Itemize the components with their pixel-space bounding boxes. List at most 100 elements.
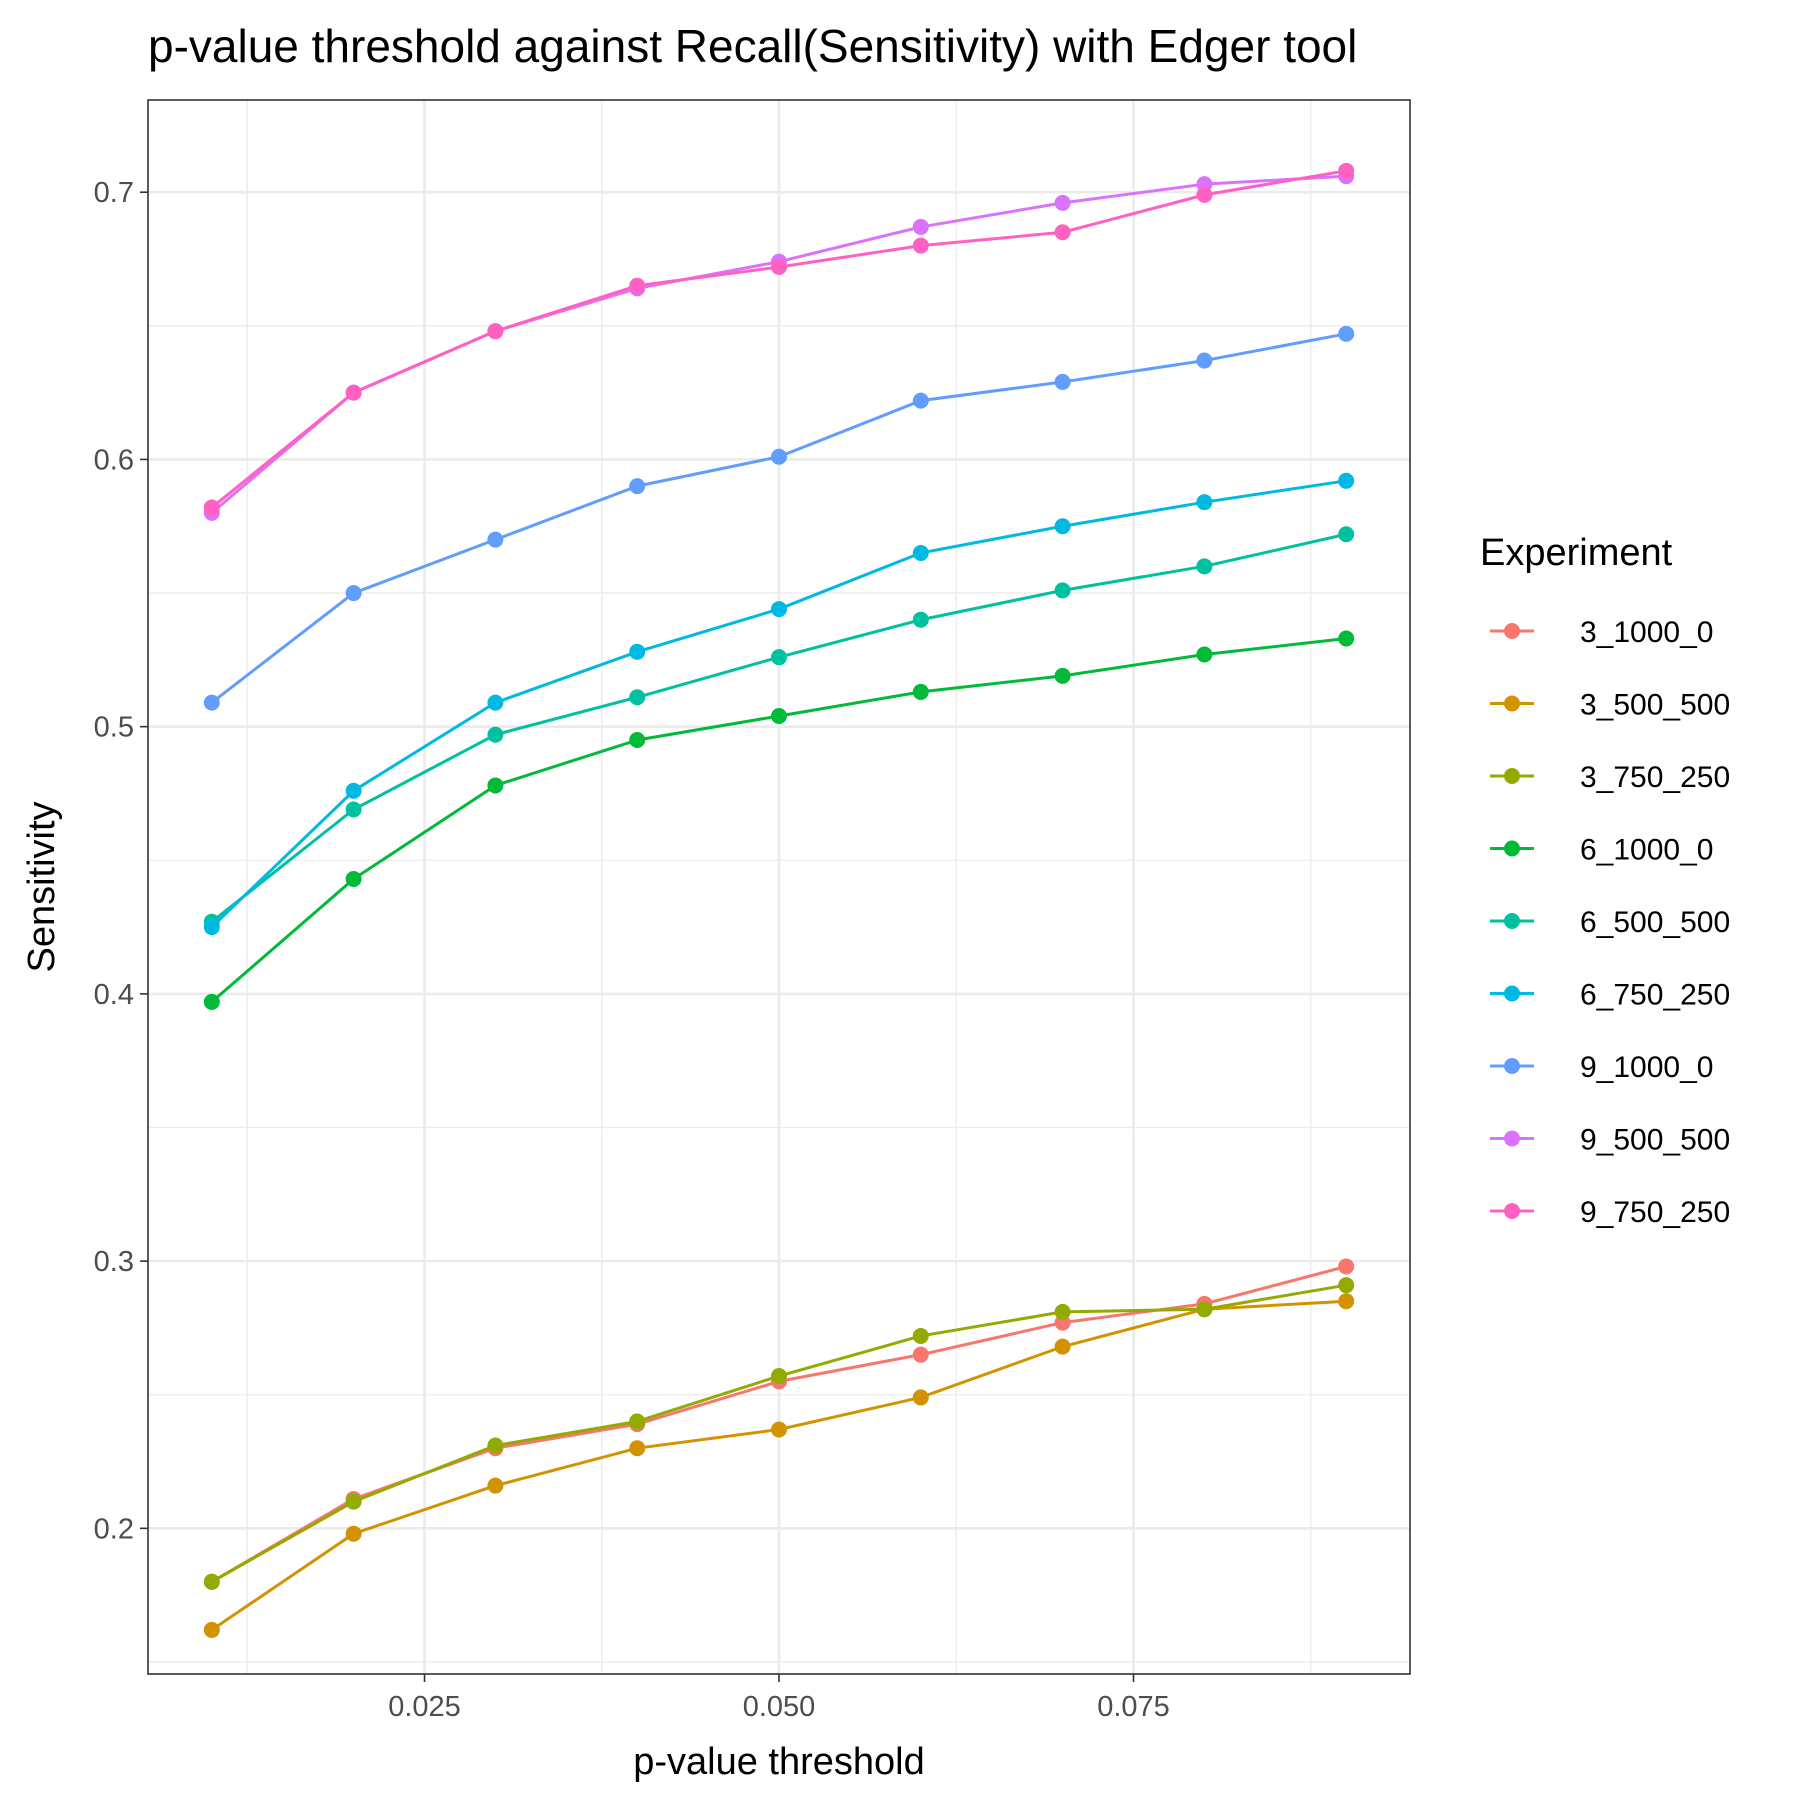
data-point [771, 649, 787, 666]
data-point [1054, 194, 1071, 211]
legend-key-point [1504, 623, 1520, 639]
data-point [345, 1493, 362, 1510]
data-point [1196, 186, 1213, 203]
data-point [1338, 526, 1355, 543]
data-point [912, 544, 929, 561]
data-point [912, 1389, 929, 1406]
legend-key-point [1504, 695, 1520, 712]
legend-label: 9_750_250 [1580, 1196, 1730, 1229]
legend-label: 9_500_500 [1580, 1124, 1730, 1157]
legend-key-point [1504, 1130, 1520, 1147]
y-tick-label: 0.2 [94, 1513, 134, 1545]
legend-key-point [1504, 985, 1520, 1002]
x-axis: 0.025 0.050 0.075 [388, 1674, 1170, 1723]
data-point [487, 1437, 504, 1454]
data-point [629, 1440, 646, 1457]
data-point [1196, 352, 1213, 369]
data-point [203, 993, 220, 1010]
data-point [203, 1573, 220, 1590]
data-point [1338, 1293, 1355, 1310]
data-point [1196, 646, 1213, 663]
data-point [771, 448, 787, 465]
legend-label: 3_500_500 [1580, 689, 1730, 722]
series-9_1000_0 [203, 325, 1355, 711]
data-point [629, 277, 646, 294]
data-point [1338, 162, 1355, 179]
legend-item-3_750_250: 3_750_250 [1490, 761, 1730, 794]
data-point [345, 782, 362, 799]
legend-key-point [1504, 840, 1520, 857]
data-point [203, 919, 220, 936]
chart-title: p-value threshold against Recall(Sensiti… [148, 20, 1357, 72]
y-axis-title: Sensitivity [21, 801, 63, 972]
series-6_750_250 [203, 472, 1355, 936]
legend-key-point [1504, 1203, 1520, 1219]
legend-item-9_500_500: 9_500_500 [1490, 1124, 1730, 1157]
data-point [345, 585, 362, 602]
data-point [487, 1477, 504, 1494]
legend-item-3_500_500: 3_500_500 [1490, 689, 1730, 722]
data-point [629, 689, 646, 706]
legend-label: 9_1000_0 [1580, 1051, 1713, 1084]
x-tick-label: 0.025 [388, 1691, 461, 1723]
data-point [771, 259, 787, 276]
series-9_750_250 [203, 162, 1355, 516]
data-point [912, 611, 929, 628]
legend-title: Experiment [1480, 532, 1673, 574]
series-3_750_250 [203, 1277, 1355, 1590]
data-point [629, 1413, 646, 1430]
data-point [487, 777, 504, 794]
data-point [1054, 582, 1071, 599]
data-point [629, 732, 646, 749]
data-point [1054, 667, 1071, 684]
series-3_500_500 [203, 1293, 1355, 1638]
data-point [771, 1368, 787, 1385]
y-tick-label: 0.7 [94, 177, 134, 209]
data-point [1338, 472, 1355, 489]
legend-item-9_750_250: 9_750_250 [1490, 1196, 1730, 1229]
data-point [345, 384, 362, 401]
legend-item-9_1000_0: 9_1000_0 [1490, 1051, 1713, 1084]
legend-item-6_750_250: 6_750_250 [1490, 979, 1730, 1012]
data-point [345, 1525, 362, 1542]
x-tick-label: 0.050 [743, 1691, 816, 1723]
legend-item-6_1000_0: 6_1000_0 [1490, 834, 1713, 867]
series-6_500_500 [203, 526, 1355, 930]
series-layer [203, 162, 1355, 1638]
legend-label: 6_500_500 [1580, 906, 1730, 939]
data-point [771, 1421, 787, 1438]
data-point [487, 694, 504, 711]
legend-label: 6_1000_0 [1580, 834, 1713, 867]
data-point [1338, 1258, 1355, 1275]
legend-label: 3_1000_0 [1580, 616, 1713, 649]
y-tick-label: 0.6 [94, 444, 134, 476]
data-point [1054, 518, 1071, 535]
legend-key-point [1504, 1058, 1520, 1074]
data-point [912, 683, 929, 700]
data-point [771, 707, 787, 724]
data-point [345, 870, 362, 887]
data-point [629, 643, 646, 660]
legend-item-6_500_500: 6_500_500 [1490, 906, 1730, 939]
x-axis-title: p-value threshold [633, 1741, 925, 1783]
data-point [912, 392, 929, 409]
legend-label: 6_750_250 [1580, 979, 1730, 1012]
y-tick-label: 0.4 [94, 979, 134, 1011]
data-point [1054, 224, 1071, 241]
data-point [629, 478, 646, 495]
data-point [771, 601, 787, 618]
legend-label: 3_750_250 [1580, 761, 1730, 794]
data-point [203, 499, 220, 516]
y-axis: 0.2 0.3 0.4 0.5 0.6 0.7 [94, 177, 148, 1545]
legend: Experiment 3_1000_0 3_500_500 3_750_250 6_1… [1480, 532, 1730, 1229]
series-6_1000_0 [203, 630, 1355, 1010]
data-point [487, 726, 504, 743]
data-point [345, 801, 362, 818]
data-point [1054, 1303, 1071, 1320]
data-point [1054, 373, 1071, 390]
data-point [1338, 325, 1355, 342]
y-tick-label: 0.3 [94, 1246, 134, 1278]
data-point [912, 218, 929, 235]
data-point [203, 1621, 220, 1638]
